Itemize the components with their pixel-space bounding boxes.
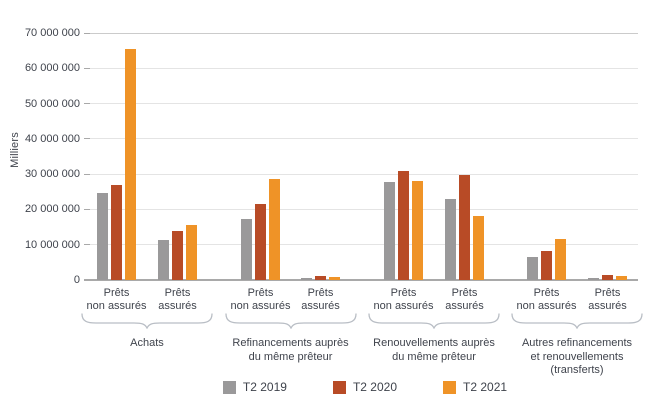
legend-item: T2 2020 [332, 380, 398, 394]
category-brace [81, 313, 213, 329]
bar [269, 179, 280, 280]
gridline [90, 244, 638, 246]
bar [555, 239, 566, 280]
legend-swatch [443, 380, 457, 394]
x-axis-sublabel-line: assurés [588, 299, 627, 312]
bar [398, 171, 409, 280]
x-axis-sublabel: Prêts assurés [279, 287, 363, 312]
y-axis-tick [84, 208, 90, 210]
x-axis-sublabel-line: assurés [158, 299, 197, 312]
x-axis-category-label: Refinancements auprès du même prêteur [206, 337, 376, 364]
x-axis-sublabel: Prêts assurés [136, 287, 220, 312]
x-axis-category-label-line: Achats [130, 337, 164, 349]
x-axis-sublabel-line: Prêts [103, 287, 130, 299]
x-axis-category-label-line: Renouvellements auprès [373, 337, 495, 349]
x-axis-sublabel: Prêts non assurés [362, 287, 446, 312]
x-axis-sublabel-line: assurés [445, 299, 484, 312]
x-axis-sublabel-line: Prêts [390, 287, 417, 299]
x-axis-category-label-line: Autres refinancements [521, 337, 633, 349]
x-axis-sublabel: Prêts non assurés [75, 287, 159, 312]
x-axis-sublabel-line: Prêts [594, 287, 621, 299]
bar [384, 181, 395, 280]
y-axis-tick-label: 10 000 000 [24, 238, 80, 251]
x-axis-category-label: Achats [62, 337, 232, 351]
y-axis-tick-label: 70 000 000 [24, 27, 80, 39]
y-axis-tick-label: 20 000 000 [24, 203, 80, 216]
x-axis-sublabel-line: Prêts [451, 287, 478, 299]
category-brace [368, 313, 500, 329]
legend-item: T2 2021 [443, 380, 507, 394]
y-axis-tick [84, 244, 90, 246]
bar [186, 224, 197, 280]
y-axis-tick [84, 32, 90, 34]
bar [97, 193, 108, 280]
legend-swatch [332, 380, 346, 394]
legend-label: T2 2019 [242, 380, 287, 394]
bar [473, 216, 484, 280]
x-axis-sublabel-line: assurés [301, 299, 340, 312]
bar [255, 203, 266, 280]
legend-item: T2 2019 [222, 380, 287, 394]
bar [241, 218, 252, 280]
x-axis-sublabel-line: Prêts [307, 287, 334, 299]
bar [459, 174, 470, 280]
x-axis-sublabel-line: non assurés [86, 299, 147, 312]
legend-label: T2 2021 [463, 380, 508, 394]
bar [329, 276, 340, 280]
y-axis-tick [84, 138, 90, 140]
y-axis-tick-label: 50 000 000 [24, 97, 80, 110]
x-axis-category-label: Autres refinancements et renouvellements(… [492, 337, 649, 378]
x-axis-sublabel-line: non assurés [230, 299, 291, 312]
legend-swatch [222, 380, 236, 394]
x-axis-sublabel-line: Prêts [533, 287, 560, 299]
x-axis-category-label-line: du même prêteur [392, 350, 476, 363]
gridline [90, 138, 638, 140]
y-axis-tick-label: 0 [73, 274, 80, 286]
category-brace [224, 313, 357, 329]
y-axis-tick-label: 40 000 000 [24, 132, 80, 145]
gridline [90, 173, 638, 175]
y-axis-tick-label: 60 000 000 [24, 62, 80, 75]
bar [527, 257, 538, 280]
x-axis-sublabel-line: Prêts [164, 287, 191, 299]
x-axis-category-label-line: (transferts) [550, 364, 604, 376]
x-axis-sublabel-line: non assurés [516, 299, 577, 312]
x-axis-category-label-line: et renouvellements [530, 350, 624, 363]
bar [125, 48, 136, 280]
bar [158, 240, 169, 280]
x-axis-sublabel-line: non assurés [373, 299, 434, 312]
bar [111, 184, 122, 280]
legend-label: T2 2020 [352, 380, 398, 394]
bar [616, 276, 627, 280]
x-axis-category-label-line: Refinancements auprès [232, 337, 349, 349]
bar [602, 275, 613, 280]
y-axis-tick [84, 103, 90, 105]
bar [541, 250, 552, 280]
x-axis-sublabel: Prêts non assurés [219, 287, 303, 312]
x-axis-sublabel: Prêts non assurés [505, 287, 589, 312]
x-axis-sublabel: Prêts assurés [423, 287, 507, 312]
bar [172, 230, 183, 280]
y-axis-tick [84, 67, 90, 69]
bar [588, 277, 599, 280]
x-axis-sublabel: Prêts assurés [566, 287, 649, 312]
bar [315, 276, 326, 280]
x-axis-sublabel-line: Prêts [247, 287, 274, 299]
x-axis-line [84, 279, 638, 281]
bar [445, 198, 456, 280]
gridline [90, 32, 638, 34]
bar [301, 277, 312, 280]
x-axis-category-label-line: du même prêteur [248, 350, 333, 363]
gridline [90, 208, 638, 210]
legend: T2 2019 T2 2020 T2 2021 [90, 380, 640, 394]
category-brace [511, 313, 643, 329]
y-axis-tick-label: 30 000 000 [24, 168, 80, 181]
bar [412, 181, 423, 280]
y-axis-tick [84, 173, 90, 175]
gridline [90, 67, 638, 69]
gridline [90, 103, 638, 105]
x-axis-category-label: Renouvellements auprès du même prêteur [349, 337, 519, 364]
